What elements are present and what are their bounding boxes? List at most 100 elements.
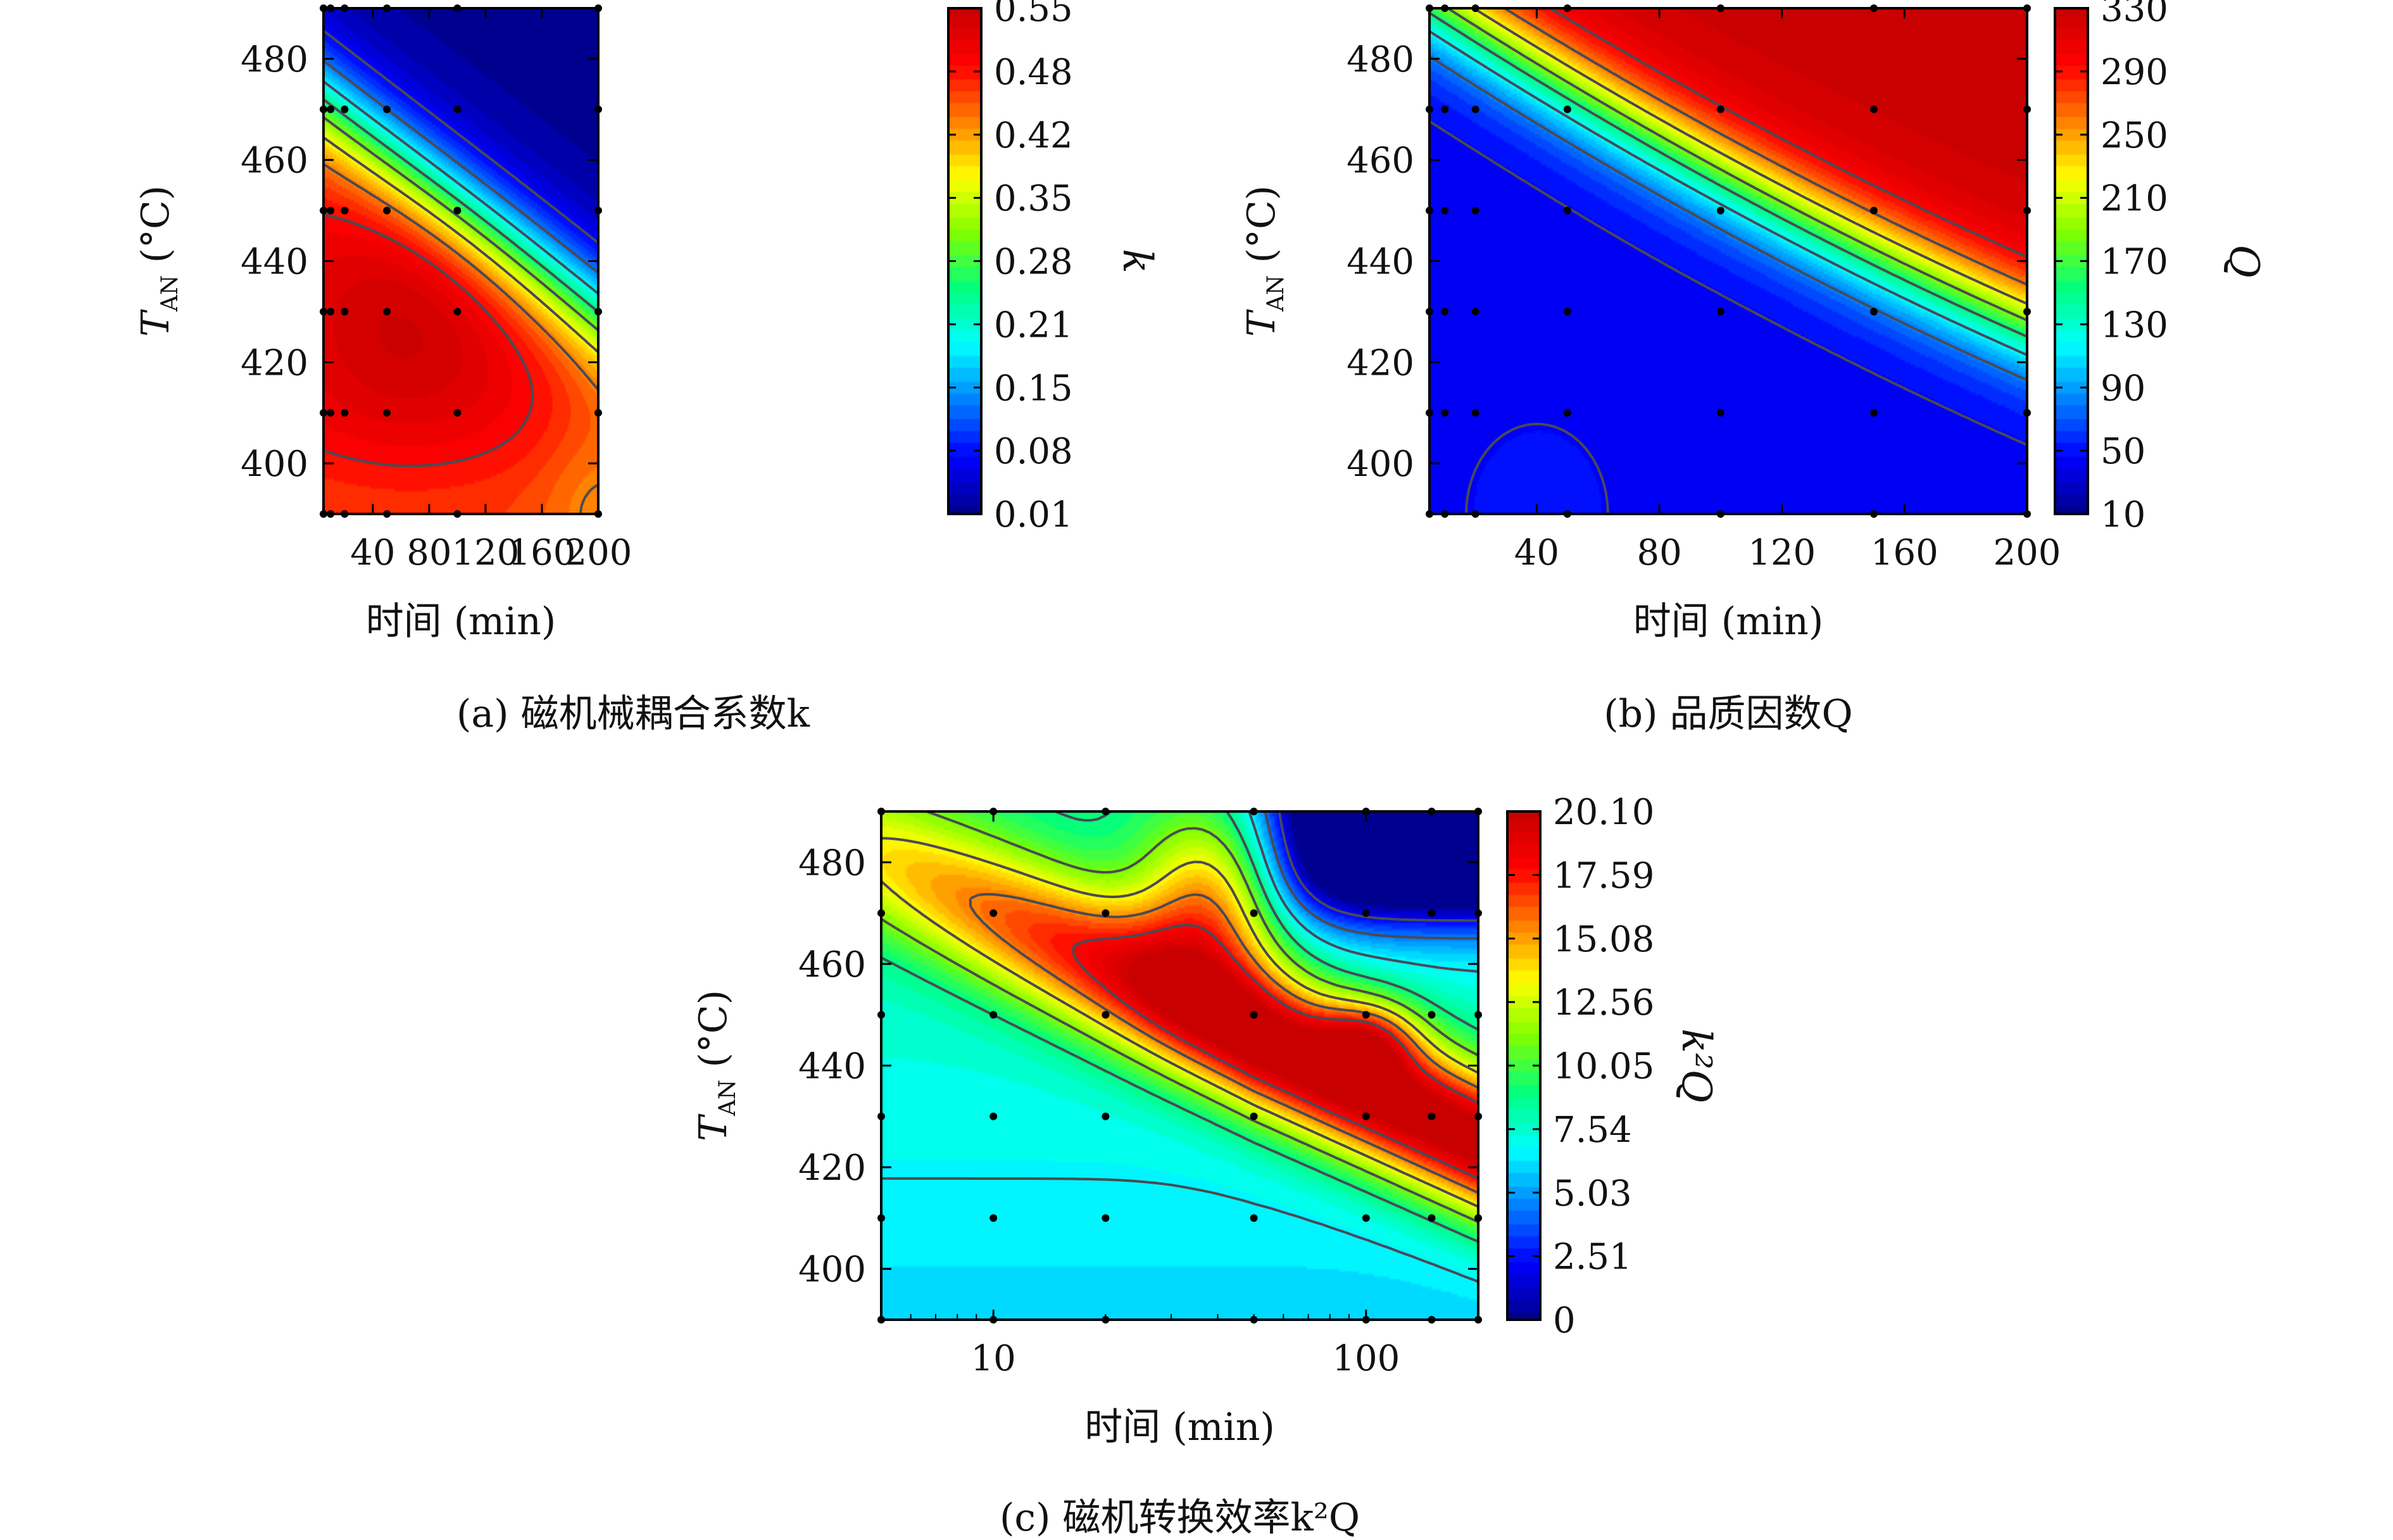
y-tick-label: 440 xyxy=(1347,242,1414,283)
y-tick-label: 440 xyxy=(241,242,308,283)
sample-point xyxy=(1250,909,1258,917)
sample-point xyxy=(1471,206,1479,215)
colorbar-tick-label: 210 xyxy=(2101,178,2168,220)
sample-point xyxy=(1471,409,1479,417)
caption-c: (c) 磁机转换效率k²Q xyxy=(1000,1496,1360,1540)
sample-point xyxy=(1250,1011,1258,1019)
sample-point xyxy=(1102,909,1110,917)
sample-point xyxy=(383,308,391,316)
y-tick-label: 460 xyxy=(1347,141,1414,182)
colorbar-tick-label: 330 xyxy=(2101,0,2168,30)
sample-point xyxy=(1250,1112,1258,1120)
sample-point xyxy=(1441,105,1449,113)
x-tick-label: 120 xyxy=(452,532,520,573)
y-axis-label: TAN (°C) xyxy=(691,990,741,1141)
sample-point xyxy=(1428,909,1436,917)
sample-point xyxy=(453,409,462,417)
sample-point xyxy=(1428,1214,1436,1222)
colorbar-tick-label: 10 xyxy=(2101,494,2145,535)
y-tick-label: 460 xyxy=(798,944,866,986)
contour-fill-b xyxy=(1429,8,2027,514)
sample-point xyxy=(1102,1011,1110,1019)
colorbar-tick-label: 170 xyxy=(2101,242,2168,283)
y-tick-label: 420 xyxy=(798,1148,866,1189)
sample-point xyxy=(1362,1112,1370,1120)
colorbar-tick-label: 0 xyxy=(1553,1300,1576,1341)
colorbar-tick-label: 0.55 xyxy=(994,0,1073,30)
sample-point xyxy=(1869,105,1878,113)
x-tick-label: 40 xyxy=(1514,532,1559,573)
panel-c-chart: 10 100 400 420 440 460 480 时间 (min) TAN (°C) 0 2.5… xyxy=(691,792,1719,1540)
colorbar-label: k xyxy=(1114,249,1160,273)
sample-point xyxy=(341,308,349,316)
colorbar-tick-label: 130 xyxy=(2101,304,2168,346)
x-tick-label: 100 xyxy=(1332,1338,1400,1379)
colorbar-label: k²Q xyxy=(1673,1029,1719,1103)
sample-point xyxy=(341,409,349,417)
sample-point xyxy=(327,206,335,215)
sample-point xyxy=(383,206,391,215)
sample-point xyxy=(989,1214,998,1222)
sample-point xyxy=(1250,1214,1258,1222)
colorbar-tick-label: 2.51 xyxy=(1553,1237,1632,1278)
y-tick-label: 400 xyxy=(798,1249,866,1291)
sample-point xyxy=(1362,1011,1370,1019)
y-axis-label: TAN (°C) xyxy=(1240,185,1289,337)
x-axis-label: 时间 (min) xyxy=(1633,599,1824,644)
contour-fill-a xyxy=(323,8,598,514)
y-tick-label: 420 xyxy=(241,342,308,384)
x-tick-label: 10 xyxy=(971,1338,1016,1379)
sample-point xyxy=(1716,206,1724,215)
panel-b-chart: 40 80 120 160 200 400 420 440 460 480 时间 (min) TAN … xyxy=(1240,0,2267,736)
sample-point xyxy=(1102,1112,1110,1120)
colorbar-tick-label: 12.56 xyxy=(1553,982,1654,1024)
sample-point xyxy=(1441,206,1449,215)
colorbar-tick-label: 0.21 xyxy=(994,304,1073,346)
contour-lines-a xyxy=(322,29,600,515)
x-tick-label: 120 xyxy=(1748,532,1816,573)
contour-lines-c xyxy=(880,810,1479,1283)
y-tick-label: 480 xyxy=(241,39,308,80)
colorbar-tick-label: 10.05 xyxy=(1553,1046,1654,1087)
colorbar-tick-label: 17.59 xyxy=(1553,855,1654,896)
sample-point xyxy=(327,105,335,113)
sample-point xyxy=(1428,1112,1436,1120)
sample-point xyxy=(1716,409,1724,417)
sample-point xyxy=(1563,308,1571,316)
x-tick-label: 80 xyxy=(406,532,451,573)
x-tick-label: 160 xyxy=(508,532,576,573)
sample-point xyxy=(1441,308,1449,316)
sample-point xyxy=(989,909,998,917)
caption-a: (a) 磁机械耦合系数k xyxy=(456,692,810,736)
sample-point xyxy=(1563,105,1571,113)
colorbar-tick-label: 50 xyxy=(2101,431,2145,472)
x-axis-label: 时间 (min) xyxy=(1084,1405,1275,1449)
sample-point xyxy=(327,308,335,316)
sample-point xyxy=(1869,308,1878,316)
sample-point xyxy=(327,409,335,417)
colorbar-tick-label: 290 xyxy=(2101,52,2168,93)
y-tick-label: 460 xyxy=(241,141,308,182)
y-tick-label: 480 xyxy=(798,842,866,884)
colorbar-tick-label: 20.10 xyxy=(1553,792,1654,833)
sample-point xyxy=(383,105,391,113)
sample-point xyxy=(341,105,349,113)
sample-point xyxy=(1471,105,1479,113)
y-axis-label: TAN (°C) xyxy=(134,185,183,337)
contour-lines-b xyxy=(1428,7,2028,515)
colorbar-tick-label: 0.08 xyxy=(994,431,1073,472)
colorbar-tick-label: 0.35 xyxy=(994,178,1073,220)
colorbar-tick-label: 0.28 xyxy=(994,242,1073,283)
x-tick-label: 200 xyxy=(1994,532,2061,573)
colorbar-tick-label: 0.15 xyxy=(994,368,1073,409)
sample-point xyxy=(1563,409,1571,417)
sample-point xyxy=(989,1011,998,1019)
sample-point xyxy=(989,1112,998,1120)
sample-point xyxy=(1362,1214,1370,1222)
x-tick-label: 200 xyxy=(565,532,632,573)
sample-point xyxy=(453,308,462,316)
y-tick-label: 400 xyxy=(1347,444,1414,485)
x-axis-label: 时间 (min) xyxy=(366,599,556,644)
sample-point xyxy=(1428,1011,1436,1019)
